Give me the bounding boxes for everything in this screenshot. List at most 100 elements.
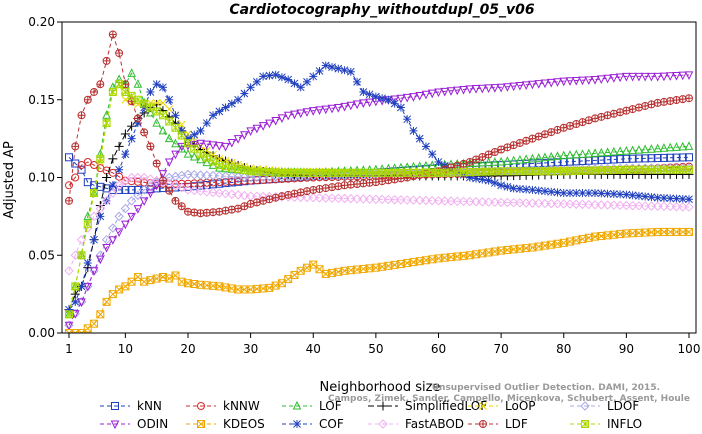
data-point-cof (409, 126, 418, 135)
data-point-knn (77, 165, 86, 174)
data-point-cof (641, 192, 650, 201)
data-point-fastabod (527, 198, 538, 208)
data-point-ldf (158, 176, 167, 185)
data-point-inflo (102, 119, 111, 128)
data-point-ldf (108, 30, 117, 39)
data-point-cof (497, 181, 506, 190)
data-point-odin (490, 84, 500, 93)
data-point-fastabod (408, 195, 419, 205)
data-point-odin (534, 80, 544, 89)
data-point-odin (89, 267, 99, 276)
data-point-ldf (171, 196, 180, 205)
data-point-odin (584, 76, 594, 85)
data-point-odin (390, 95, 399, 105)
x-tick-label: 70 (493, 342, 508, 356)
data-point-fastabod (577, 199, 588, 210)
data-point-odin (315, 106, 324, 115)
data-point-knnw (252, 176, 261, 185)
data-point-cof (566, 189, 575, 198)
data-point-ldof (195, 170, 206, 180)
data-point-cof (509, 184, 518, 193)
y-tick-label: 0.00 (28, 326, 55, 340)
data-point-odin (559, 77, 569, 87)
data-point-odin (202, 140, 212, 150)
data-point-ldf (183, 207, 192, 216)
data-point-inflo (77, 251, 86, 260)
data-point-lof (546, 151, 556, 161)
data-point-fastabod (571, 199, 581, 209)
legend-marker (110, 420, 120, 430)
data-point-ldf (190, 208, 199, 217)
data-point-fastabod (120, 176, 131, 187)
data-point-odin (258, 122, 268, 131)
data-point-odin (578, 76, 587, 86)
data-point-odin (565, 77, 575, 86)
data-point-kdeos (685, 227, 693, 236)
data-point-cof (302, 77, 311, 86)
data-point-cof (653, 193, 662, 202)
data-point-ldof (220, 171, 231, 181)
data-point-ldof (252, 172, 262, 183)
data-point-cof (415, 134, 424, 143)
data-point-knnw (227, 177, 236, 186)
data-point-knn (96, 182, 105, 191)
data-point-ldf (309, 185, 318, 194)
data-point-cof (340, 66, 349, 75)
data-point-odin (471, 85, 481, 94)
series-kdeos (65, 227, 693, 333)
data-point-fastabod (396, 195, 406, 205)
data-point-odin (440, 87, 450, 97)
data-point-ldf (140, 128, 149, 137)
data-point-odin (152, 181, 161, 191)
data-point-ldf (83, 95, 92, 104)
data-point-knnw (221, 177, 230, 186)
series-line-kdeos (69, 231, 689, 333)
data-point-ldf (221, 206, 230, 215)
data-point-lof (659, 143, 669, 152)
data-point-ldf (152, 159, 161, 168)
data-point-odin (609, 74, 619, 83)
data-point-ldf (133, 114, 142, 123)
data-point-odin (634, 72, 644, 82)
data-point-fastabod (483, 197, 494, 207)
data-point-cof (353, 77, 362, 86)
data-point-cof (515, 184, 524, 193)
data-point-fastabod (239, 190, 250, 201)
data-point-fastabod (189, 185, 199, 196)
data-point-ldof (208, 170, 218, 181)
data-point-fastabod (609, 200, 619, 210)
data-point-simplifiedlof (108, 154, 118, 164)
data-point-cof (227, 99, 236, 108)
data-point-lof (628, 145, 637, 155)
data-point-cof (678, 194, 687, 203)
x-tick-label: 90 (619, 342, 634, 356)
data-point-odin (427, 89, 437, 99)
data-point-odin (446, 87, 456, 96)
data-point-ldf (96, 80, 105, 89)
data-point-fastabod (602, 200, 613, 210)
data-point-ldf (290, 189, 299, 198)
data-point-fastabod (665, 201, 675, 212)
data-point-odin (434, 88, 443, 98)
data-point-lof (528, 153, 537, 163)
data-point-cof (321, 61, 330, 70)
data-point-odin (127, 212, 136, 222)
legend-label: ODIN (137, 417, 168, 431)
legend-marker (479, 420, 487, 428)
series-line-cof (68, 64, 690, 311)
series-group (64, 30, 694, 333)
data-point-knnw (183, 179, 192, 188)
data-point-ldf (666, 96, 675, 105)
data-point-odin (665, 72, 675, 81)
data-point-odin (340, 102, 349, 112)
data-point-cof (346, 67, 355, 76)
data-point-knn (659, 153, 668, 162)
data-point-ldof (239, 172, 250, 182)
data-point-odin (302, 108, 312, 117)
data-point-cof (215, 107, 224, 116)
legend-label: COF (319, 417, 344, 431)
y-tick-label: 0.10 (28, 171, 55, 185)
data-point-lof (503, 156, 512, 165)
data-point-fastabod (64, 266, 74, 276)
data-point-knn (685, 153, 693, 162)
